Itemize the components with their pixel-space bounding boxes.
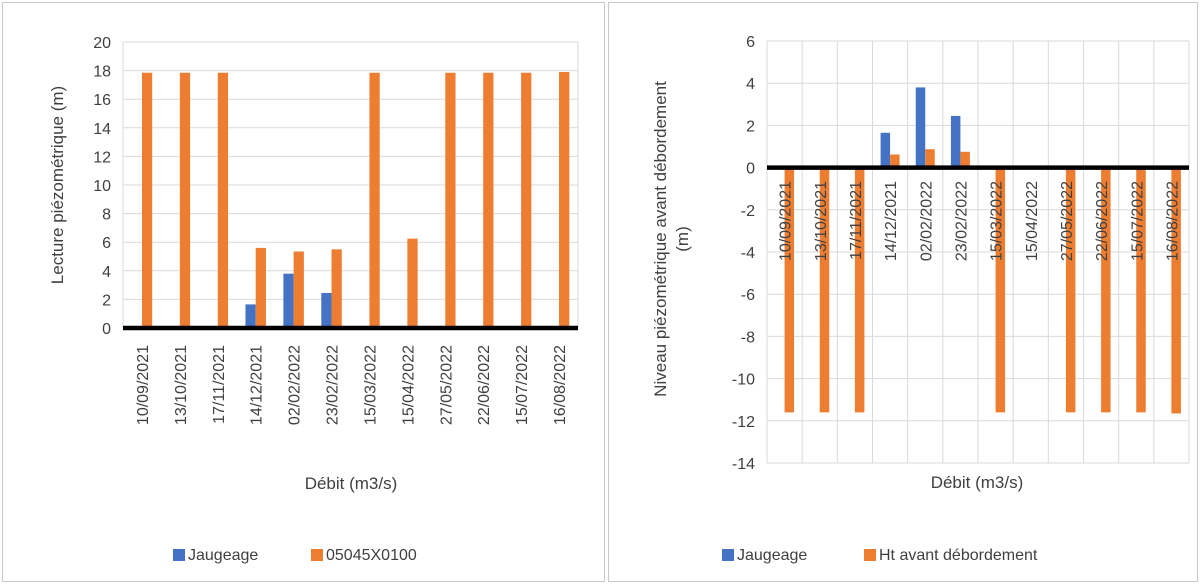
y-tick-label: -12 (732, 414, 755, 431)
bar-series2 (369, 72, 380, 329)
y-tick-label: -2 (741, 203, 755, 220)
bar-series2 (784, 167, 795, 413)
bar-series2 (925, 149, 935, 168)
y-tick-label: 18 (93, 64, 111, 81)
x-tick-label: 23/02/2022 (325, 345, 342, 425)
y-axis-title-line1: Niveau piézométrique avant débordement (651, 81, 670, 397)
y-tick-label: 2 (746, 118, 755, 135)
x-tick-label: 15/03/2022 (989, 181, 1006, 261)
legend-label: Jaugeage (737, 547, 807, 564)
bar-series2 (1065, 167, 1076, 413)
x-axis-title: Débit (m3/s) (305, 474, 398, 493)
bar-series2 (559, 72, 570, 328)
bar-series2 (407, 238, 418, 328)
x-tick-label: 15/03/2022 (362, 345, 379, 425)
bar-jaugeage (950, 115, 961, 168)
bar-jaugeage (283, 273, 294, 328)
x-tick-label: 02/02/2022 (918, 181, 935, 261)
y-tick-label: 12 (93, 149, 111, 166)
y-axis-title: Lecture piézométrique (m) (48, 86, 67, 284)
bar-series2 (179, 72, 191, 329)
y-tick-label: 8 (102, 207, 111, 224)
x-axis-title: Débit (m3/s) (931, 473, 1024, 492)
x-tick-label: 17/11/2021 (211, 345, 228, 424)
y-tick-label: 6 (746, 34, 755, 51)
x-tick-label: 27/05/2022 (438, 345, 455, 425)
bar-series2 (819, 167, 830, 413)
legend-swatch (864, 549, 876, 561)
legend-label: 05045X0100 (326, 547, 417, 564)
bar-jaugeage (880, 132, 891, 168)
chart-right: -14 -12 -10 -8 -6 -4 -2 0 2 4 6 10/09/2021 13/10/202… (651, 34, 1190, 564)
x-tick-label: 15/04/2022 (400, 345, 417, 425)
bar-series2 (331, 249, 342, 328)
x-tick-label: 13/10/2021 (813, 181, 830, 261)
y-tick-label: -4 (741, 245, 755, 262)
y-axis-title-line2: (m) (673, 226, 692, 251)
y-tick-label: -8 (741, 329, 755, 346)
bar-jaugeage (321, 292, 332, 328)
bar-series2 (854, 167, 865, 413)
bar-series2 (293, 251, 304, 328)
x-tick-label: 14/12/2021 (249, 345, 266, 425)
x-tick-label: 02/02/2022 (287, 345, 304, 425)
bar-series2 (521, 72, 532, 329)
x-tick-label: 10/09/2021 (135, 345, 152, 425)
legend-label: Ht avant débordement (879, 547, 1038, 564)
x-tick-label: 27/05/2022 (1059, 181, 1076, 261)
y-tick-label: 20 (93, 35, 111, 52)
bar-series2 (141, 72, 153, 329)
bar-series2 (483, 72, 494, 329)
x-tick-label: 22/06/2022 (1094, 181, 1111, 261)
bar-series2 (217, 72, 229, 329)
x-tick-label: 16/08/2022 (1164, 181, 1181, 261)
x-tick-label: 15/07/2022 (514, 345, 531, 425)
bar-series2 (1171, 167, 1181, 414)
bar-jaugeage (245, 304, 256, 328)
x-tick-label: 15/04/2022 (1024, 181, 1041, 261)
chart-left-panel: 0 2 4 6 8 10 12 14 16 18 20 10/09/2021 13/10/2021 17/… (2, 2, 605, 582)
bar-series2 (255, 247, 266, 328)
bar-series2 (890, 154, 900, 168)
chart-left: 0 2 4 6 8 10 12 14 16 18 20 10/09/2021 13/10/2021 17/… (48, 35, 579, 564)
x-tick-label: 17/11/2021 (848, 181, 865, 260)
bar-series2 (960, 151, 970, 168)
y-tick-label: 16 (93, 92, 111, 109)
y-axis-title: Niveau piézométrique avant débordement (m… (651, 81, 692, 397)
y-tick-label: 6 (102, 235, 111, 252)
y-tick-label: 0 (746, 161, 755, 178)
bar-series2 (1101, 167, 1111, 413)
x-tick-label: 15/07/2022 (1129, 181, 1146, 261)
legend-label: Jaugeage (188, 547, 258, 564)
x-tick-label: 14/12/2021 (883, 181, 900, 261)
y-tick-label: -6 (741, 287, 755, 304)
y-tick-label: 4 (746, 76, 755, 93)
legend-swatch (311, 549, 323, 561)
x-tick-label: 13/10/2021 (173, 345, 190, 425)
y-tick-label: 2 (102, 292, 111, 309)
x-tick-label: 10/09/2021 (778, 181, 795, 261)
bar-series2 (445, 72, 456, 329)
legend-swatch (722, 549, 734, 561)
y-tick-label: 10 (93, 178, 111, 195)
y-tick-label: 14 (93, 121, 111, 138)
x-tick-label: 16/08/2022 (552, 345, 569, 425)
y-tick-label: -14 (732, 456, 755, 473)
bar-series2 (995, 167, 1006, 413)
x-tick-label: 23/02/2022 (953, 181, 970, 261)
legend-swatch (173, 549, 185, 561)
y-tick-label: 4 (102, 264, 111, 281)
chart-right-panel: -14 -12 -10 -8 -6 -4 -2 0 2 4 6 10/09/2021 13/10/202… (608, 2, 1198, 582)
bar-series2 (1136, 167, 1146, 413)
y-tick-label: 0 (102, 321, 111, 338)
x-tick-label: 22/06/2022 (476, 345, 493, 425)
bar-jaugeage (915, 87, 926, 168)
y-tick-label: -10 (732, 372, 755, 389)
